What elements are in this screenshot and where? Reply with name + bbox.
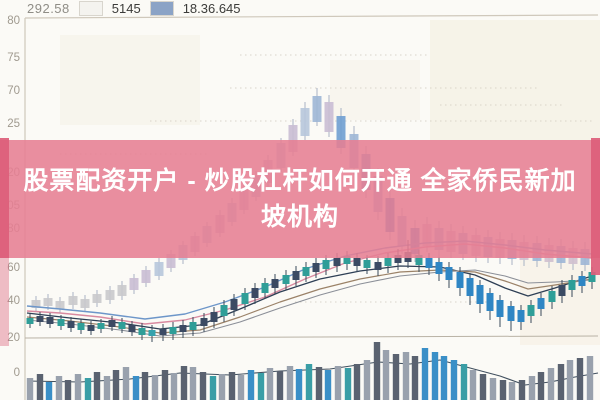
svg-text:0: 0	[14, 367, 20, 379]
svg-text:60: 60	[7, 262, 20, 274]
legend-swatch-blue	[149, 1, 174, 16]
legend-value-3: 18.36.645	[182, 1, 241, 16]
ad-banner-rect[interactable]	[0, 140, 600, 258]
svg-text:25: 25	[7, 118, 20, 130]
svg-text:40: 40	[7, 295, 20, 307]
ad-banner-line-1: 股票配资开户 - 炒股杠杆如何开通 全家侨民新加	[23, 167, 577, 195]
legend-value-2: 5145	[111, 1, 141, 16]
banner-edge-stripes	[0, 138, 600, 346]
background-tint	[60, 20, 600, 345]
lower-ma-navy	[26, 265, 593, 330]
chart-legend: 292.58 5145 18.36.645	[27, 1, 241, 16]
ad-banner-overlay[interactable]: 股票配资开户 - 炒股杠杆如何开通 全家侨民新加 坡机构	[0, 163, 600, 235]
volume-ma	[26, 359, 599, 386]
legend-value-1: 292.58	[27, 1, 70, 16]
legend-swatch-white	[78, 1, 103, 16]
volume-bars	[26, 342, 594, 400]
svg-text:75: 75	[7, 52, 20, 64]
lower-candle-series	[26, 240, 596, 342]
svg-text:80: 80	[7, 15, 20, 27]
svg-text:20: 20	[7, 332, 20, 344]
svg-text:70: 70	[7, 85, 20, 97]
ad-banner-line-2: 坡机构	[260, 203, 339, 231]
